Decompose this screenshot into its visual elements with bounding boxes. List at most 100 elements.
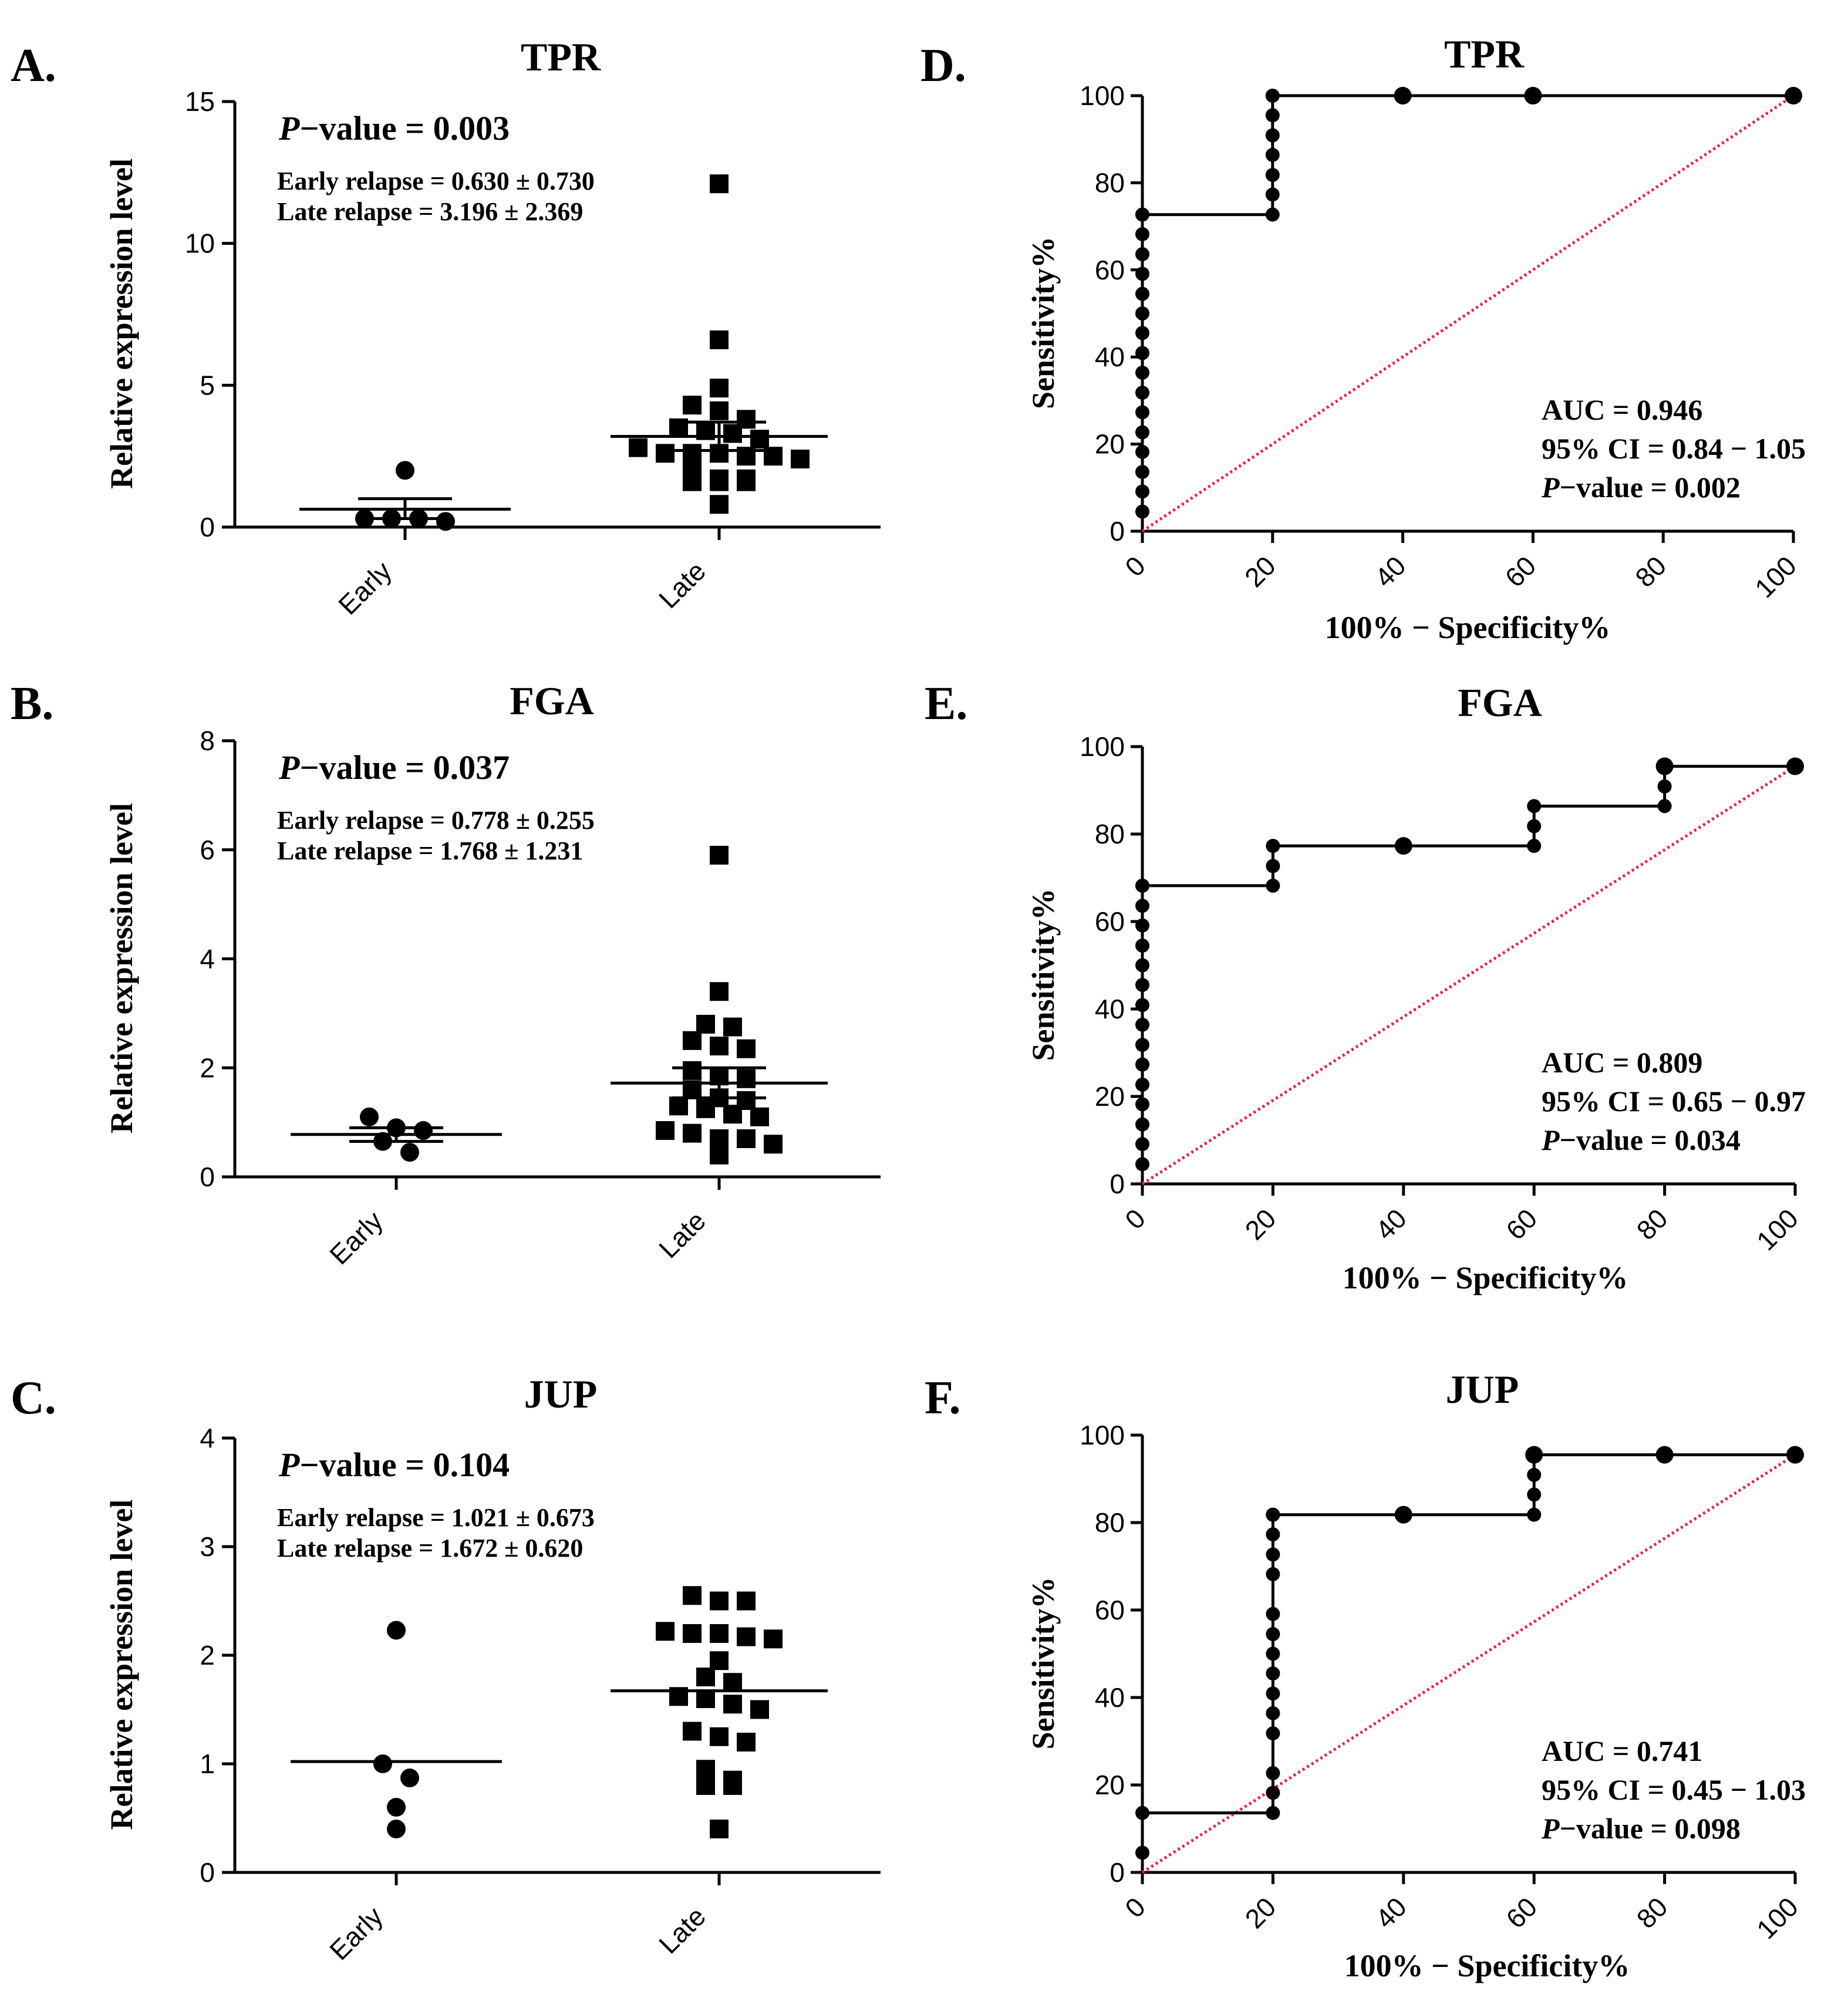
y-axis-label: Relative expression level (104, 158, 139, 489)
roc-point (1135, 207, 1149, 222)
y-tick-label: 80 (1095, 167, 1125, 198)
data-point-late (683, 472, 702, 491)
roc-panel-tpr: D. TPR 0 20 40 60 80 100 0 20 40 60 80 100 Sensitivity… (920, 32, 1806, 645)
data-point-late (723, 424, 742, 443)
y-tick-label: 3 (200, 1531, 215, 1562)
reference-line (1141, 94, 1795, 533)
roc-point (1527, 1507, 1542, 1522)
roc-point (1135, 958, 1149, 973)
x-axis-label: 100% − Specificity% (1344, 1948, 1630, 1983)
pvalue-prefix: P (278, 1446, 300, 1484)
data-point-late (764, 1135, 783, 1154)
pvalue-prefix: P (1541, 1812, 1560, 1845)
y-axis-label: Sensitivity% (1026, 888, 1061, 1061)
data-point-late (710, 846, 729, 865)
roc-point (1135, 326, 1149, 340)
ci-text: 95% CI = 0.45 − 1.03 (1542, 1773, 1806, 1806)
roc-point (1135, 465, 1149, 480)
roc-point (1266, 1786, 1280, 1800)
data-point-early (387, 1798, 406, 1817)
y-tick-label: 20 (1095, 429, 1125, 460)
data-point-early (387, 1621, 406, 1640)
data-point-late (737, 1591, 756, 1611)
panel-letter: C. (11, 1372, 56, 1424)
x-tick-label: Early (332, 555, 397, 620)
data-point-late (737, 1069, 756, 1088)
y-tick-label: 20 (1095, 1081, 1125, 1112)
roc-point (1266, 1547, 1280, 1562)
roc-point (1265, 168, 1280, 183)
dotplot-panel-fga: B. FGA 0 2 4 6 8 Early Late Relative expression l… (11, 678, 881, 1270)
dotplot-panel-tpr: A. TPR 0 5 10 15 Early Late Relative expression … (11, 35, 881, 620)
data-point-late (683, 455, 702, 474)
pvalue-value: −value = 0.034 (1560, 1123, 1741, 1156)
pvalue-text: P−value = 0.098 (1541, 1812, 1741, 1845)
roc-point (1394, 837, 1412, 855)
data-point-late (710, 1591, 729, 1611)
y-tick-label: 60 (1095, 255, 1125, 285)
pvalue-prefix: P (1541, 1123, 1560, 1156)
y-tick-label: 0 (200, 1162, 215, 1192)
roc-point (1135, 227, 1149, 241)
data-point-late (737, 1627, 756, 1646)
data-point-late (791, 450, 810, 468)
data-point-late (723, 1105, 742, 1124)
roc-point (1135, 444, 1149, 459)
x-tick-label: 60 (1500, 1203, 1543, 1246)
y-tick-label: 4 (200, 1423, 215, 1453)
data-point-late (696, 1760, 715, 1779)
data-point-late (669, 1096, 688, 1116)
roc-point (1527, 839, 1542, 853)
pvalue-value: −value = 0.104 (299, 1446, 510, 1484)
y-tick-label: 10 (185, 228, 215, 259)
data-point-late (710, 472, 729, 491)
y-axis-label: Sensitivity% (1026, 237, 1061, 409)
auc-text: AUC = 0.809 (1542, 1046, 1702, 1079)
panel-letter: B. (11, 678, 53, 730)
data-point-late (629, 438, 648, 457)
roc-point (1135, 1117, 1149, 1132)
roc-point (1657, 779, 1672, 794)
roc-point (1135, 365, 1149, 380)
pvalue-value: −value = 0.037 (299, 748, 510, 787)
x-tick-label: 20 (1239, 550, 1282, 593)
chart-title: JUP (1446, 1367, 1519, 1412)
y-tick-label: 0 (200, 512, 215, 542)
data-point-late (723, 1695, 742, 1714)
roc-point (1135, 878, 1149, 893)
pvalue-text: P−value = 0.104 (278, 1446, 510, 1484)
data-point-early (400, 1769, 419, 1788)
y-tick-label: 80 (1095, 819, 1125, 849)
pvalue-value: −value = 0.002 (1560, 471, 1741, 504)
roc-point (1524, 87, 1542, 104)
roc-point (1135, 1038, 1149, 1052)
panel-letter: D. (920, 40, 966, 92)
x-axis-label: 100% − Specificity% (1343, 1260, 1628, 1295)
data-point-early (400, 1143, 419, 1162)
roc-point (1135, 1137, 1149, 1152)
roc-point (1135, 978, 1149, 993)
data-point-late (710, 1145, 729, 1165)
roc-point (1266, 1726, 1280, 1741)
data-point-late (710, 174, 729, 194)
reference-line (1141, 765, 1796, 1186)
data-point-late (750, 1107, 769, 1126)
x-tick-label: 20 (1239, 1891, 1282, 1934)
roc-point (1135, 386, 1149, 400)
roc-point (1135, 425, 1149, 440)
roc-point (1266, 1607, 1280, 1621)
roc-point (1266, 1666, 1280, 1681)
stats-line: Late relapse = 3.196 ± 2.369 (277, 197, 583, 226)
roc-point (1786, 1446, 1804, 1464)
roc-point (1135, 938, 1149, 953)
pvalue-prefix: P (278, 748, 300, 787)
x-tick-label: 80 (1631, 1891, 1674, 1934)
x-tick-label: 100 (1749, 550, 1802, 603)
x-tick-label: 60 (1499, 550, 1542, 593)
roc-point (1265, 89, 1280, 103)
data-point-late (750, 430, 769, 449)
y-tick-label: 60 (1095, 1595, 1125, 1625)
roc-point (1135, 1157, 1149, 1172)
data-point-late (710, 1037, 729, 1056)
